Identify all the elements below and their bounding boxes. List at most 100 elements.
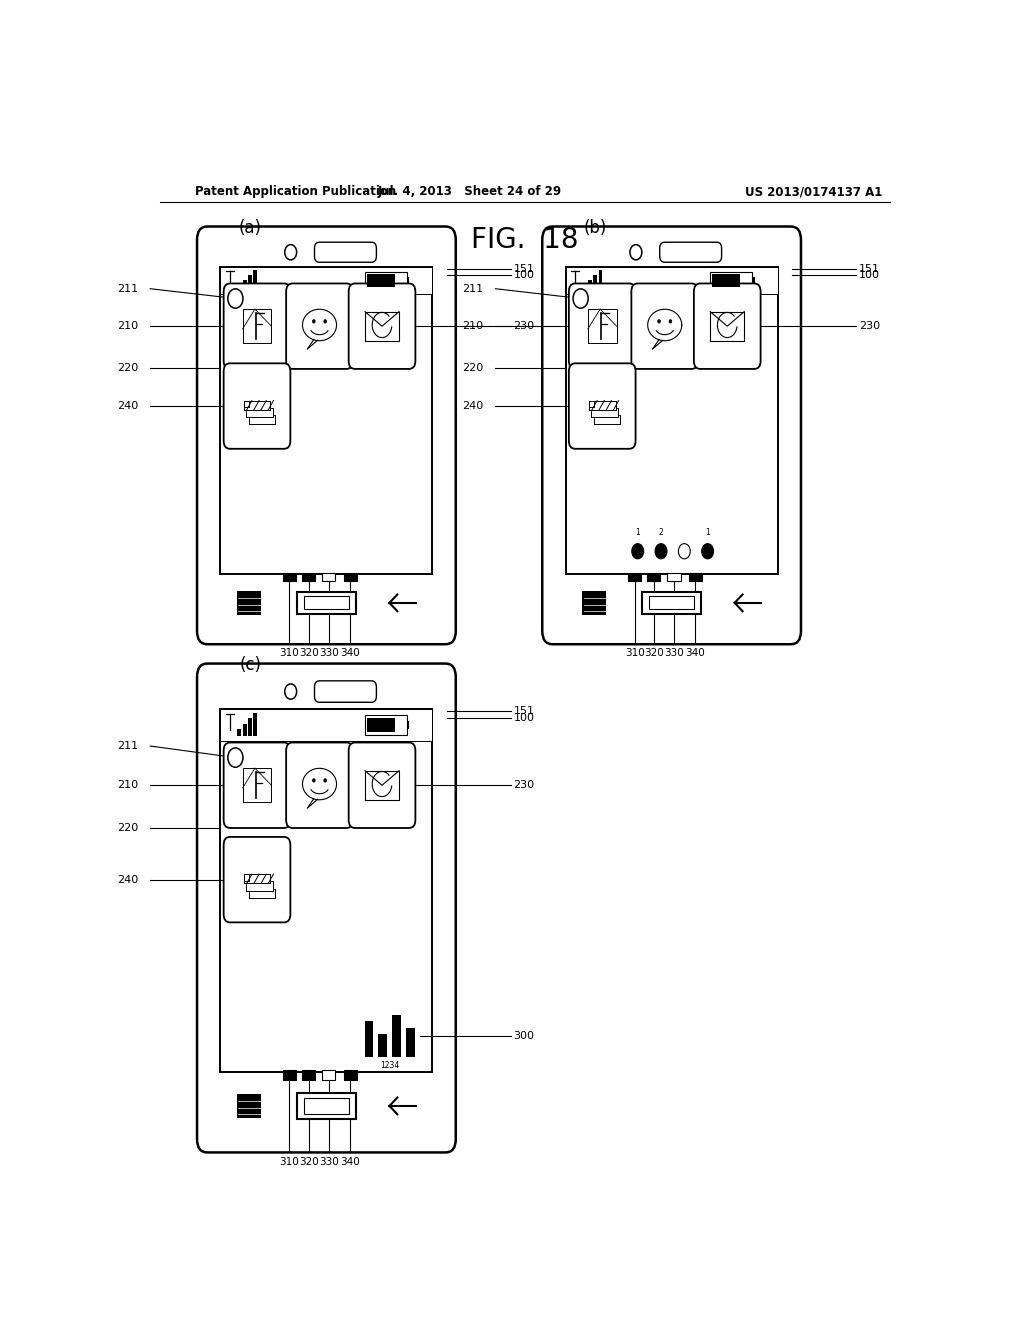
Bar [367, 718, 394, 733]
Text: 330: 330 [318, 648, 339, 659]
Bar [365, 715, 407, 735]
Bar [220, 709, 432, 741]
Text: 330: 330 [665, 648, 684, 659]
Bar [243, 280, 247, 290]
Text: 230: 230 [513, 321, 535, 331]
Bar [283, 1071, 296, 1081]
Bar [583, 591, 606, 615]
Text: 320: 320 [644, 648, 664, 659]
Circle shape [701, 544, 714, 558]
Polygon shape [249, 888, 275, 898]
Circle shape [312, 319, 315, 323]
Circle shape [324, 319, 327, 323]
FancyBboxPatch shape [223, 363, 291, 449]
Bar [588, 280, 592, 290]
FancyBboxPatch shape [314, 243, 377, 263]
Text: 340: 340 [340, 648, 360, 659]
Bar [713, 275, 740, 286]
Polygon shape [246, 882, 272, 891]
Polygon shape [244, 400, 270, 409]
Text: 220: 220 [117, 824, 138, 833]
Bar [243, 723, 247, 737]
Text: 310: 310 [280, 648, 299, 659]
Bar [238, 1094, 261, 1118]
Text: 240: 240 [117, 875, 138, 884]
Bar [238, 729, 242, 737]
Bar [253, 271, 257, 290]
Bar [583, 284, 587, 290]
Bar [283, 573, 296, 581]
Text: 2: 2 [658, 528, 664, 537]
Text: 210: 210 [117, 780, 138, 791]
FancyBboxPatch shape [659, 243, 722, 263]
Text: 230: 230 [513, 780, 535, 791]
Bar [565, 267, 777, 294]
FancyBboxPatch shape [223, 284, 291, 368]
Bar [642, 593, 701, 614]
Circle shape [630, 244, 642, 260]
Text: 151: 151 [859, 264, 880, 273]
Circle shape [632, 544, 644, 558]
Text: (a): (a) [239, 219, 262, 236]
Bar [220, 267, 432, 574]
Bar [323, 1071, 335, 1081]
Bar [220, 709, 432, 1072]
FancyBboxPatch shape [286, 743, 353, 828]
Text: 330: 330 [318, 1156, 339, 1167]
Bar [668, 573, 681, 581]
Text: 211: 211 [463, 284, 483, 294]
Circle shape [573, 289, 588, 308]
Bar [378, 1034, 387, 1057]
Bar [710, 272, 753, 289]
Bar [297, 593, 356, 614]
Text: 151: 151 [513, 264, 535, 273]
FancyBboxPatch shape [348, 743, 416, 828]
Text: 340: 340 [685, 648, 706, 659]
Circle shape [324, 779, 327, 783]
Bar [248, 718, 252, 737]
FancyBboxPatch shape [223, 837, 291, 923]
Bar [565, 267, 777, 574]
Text: 100: 100 [513, 269, 535, 280]
Bar [365, 272, 407, 289]
Bar [407, 721, 410, 729]
Bar [344, 573, 356, 581]
Circle shape [678, 544, 690, 558]
Text: 240: 240 [462, 401, 483, 411]
FancyBboxPatch shape [632, 284, 698, 368]
Text: US 2013/0174137 A1: US 2013/0174137 A1 [744, 185, 882, 198]
Bar [323, 573, 335, 581]
Bar [647, 573, 660, 581]
Polygon shape [594, 416, 621, 425]
Bar [253, 713, 257, 737]
Text: FIG.  18: FIG. 18 [471, 226, 579, 253]
Text: 1: 1 [706, 528, 710, 537]
Text: 211: 211 [117, 741, 138, 751]
Bar [248, 275, 252, 290]
Text: 320: 320 [299, 648, 318, 659]
Bar [649, 597, 694, 610]
Bar [593, 275, 597, 290]
Bar [297, 1093, 356, 1118]
FancyBboxPatch shape [694, 284, 761, 368]
Text: PM 4:56: PM 4:56 [386, 279, 412, 282]
Bar [304, 597, 349, 610]
Bar [689, 573, 702, 581]
Circle shape [657, 319, 660, 323]
FancyBboxPatch shape [286, 284, 353, 368]
FancyBboxPatch shape [543, 227, 801, 644]
Text: 220: 220 [117, 363, 138, 372]
FancyBboxPatch shape [314, 681, 377, 702]
Text: (c): (c) [240, 656, 261, 673]
Text: PM 4:56: PM 4:56 [731, 279, 757, 282]
Text: 1: 1 [635, 528, 640, 537]
Bar [598, 271, 602, 290]
Text: Patent Application Publication: Patent Application Publication [196, 185, 396, 198]
Text: 1234: 1234 [380, 1061, 399, 1069]
Polygon shape [589, 400, 615, 409]
FancyBboxPatch shape [197, 227, 456, 644]
Text: 310: 310 [280, 1156, 299, 1167]
Bar [367, 275, 394, 286]
Bar [238, 284, 242, 290]
Text: U: U [233, 755, 238, 760]
